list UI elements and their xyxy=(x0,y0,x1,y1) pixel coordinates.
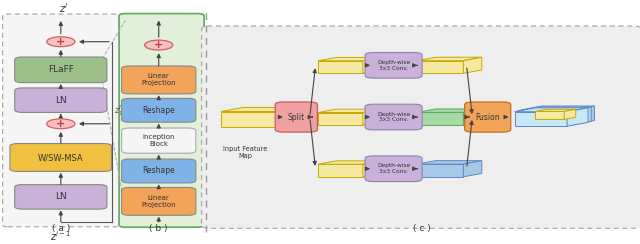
Polygon shape xyxy=(363,161,381,177)
Polygon shape xyxy=(417,57,482,61)
Polygon shape xyxy=(463,161,482,177)
Polygon shape xyxy=(463,57,482,73)
FancyBboxPatch shape xyxy=(15,185,107,209)
Polygon shape xyxy=(221,107,298,112)
FancyBboxPatch shape xyxy=(122,159,196,183)
FancyBboxPatch shape xyxy=(10,143,111,172)
Polygon shape xyxy=(417,164,463,177)
Polygon shape xyxy=(518,111,570,125)
Text: +: + xyxy=(154,40,163,50)
Circle shape xyxy=(47,37,75,47)
Text: ( c ): ( c ) xyxy=(413,224,431,233)
FancyBboxPatch shape xyxy=(119,14,204,227)
Text: LN: LN xyxy=(55,96,67,105)
FancyBboxPatch shape xyxy=(202,26,640,228)
Polygon shape xyxy=(564,109,576,119)
Text: ( a ): ( a ) xyxy=(52,224,70,233)
Polygon shape xyxy=(417,61,463,73)
Polygon shape xyxy=(518,107,591,111)
FancyBboxPatch shape xyxy=(122,128,196,153)
Polygon shape xyxy=(570,107,591,125)
Polygon shape xyxy=(417,109,482,112)
Circle shape xyxy=(145,40,173,50)
Text: FLaFF: FLaFF xyxy=(48,65,74,74)
Polygon shape xyxy=(515,112,567,126)
FancyBboxPatch shape xyxy=(122,98,196,122)
Polygon shape xyxy=(275,107,298,127)
Text: Input Feature
Map: Input Feature Map xyxy=(223,146,268,159)
Polygon shape xyxy=(417,112,463,125)
Text: +: + xyxy=(56,37,65,47)
FancyBboxPatch shape xyxy=(365,104,422,130)
Text: Reshape: Reshape xyxy=(142,166,175,175)
Polygon shape xyxy=(463,109,482,125)
Text: $z^l$: $z^l$ xyxy=(60,1,68,15)
Text: LN: LN xyxy=(55,192,67,201)
Polygon shape xyxy=(318,112,363,125)
FancyBboxPatch shape xyxy=(275,102,317,132)
Text: Inception
Block: Inception Block xyxy=(143,134,175,147)
FancyBboxPatch shape xyxy=(15,57,107,83)
FancyBboxPatch shape xyxy=(365,156,422,182)
Polygon shape xyxy=(417,161,482,164)
Text: Depth-wise
3x3 Conv.: Depth-wise 3x3 Conv. xyxy=(377,60,410,71)
Text: Fusion: Fusion xyxy=(476,112,500,122)
Text: ( b ): ( b ) xyxy=(150,224,168,233)
Polygon shape xyxy=(567,108,588,126)
Polygon shape xyxy=(318,109,381,112)
Circle shape xyxy=(47,119,75,129)
FancyBboxPatch shape xyxy=(3,14,123,227)
Polygon shape xyxy=(573,106,595,124)
Polygon shape xyxy=(363,109,381,125)
Text: Linear
Projection: Linear Projection xyxy=(141,195,176,208)
Polygon shape xyxy=(515,108,588,112)
Text: Linear
Projection: Linear Projection xyxy=(141,73,176,86)
FancyBboxPatch shape xyxy=(465,102,511,132)
Text: Reshape: Reshape xyxy=(142,106,175,115)
Text: W/SW-MSA: W/SW-MSA xyxy=(38,153,84,162)
Text: Depth-wise
3x3 Conv.: Depth-wise 3x3 Conv. xyxy=(377,163,410,174)
Polygon shape xyxy=(221,112,275,127)
Text: +: + xyxy=(56,119,65,129)
Polygon shape xyxy=(318,164,363,177)
Polygon shape xyxy=(521,110,573,124)
Polygon shape xyxy=(535,112,564,119)
Text: Split: Split xyxy=(288,112,305,122)
Text: $z^{l-1}$: $z^{l-1}$ xyxy=(50,229,72,243)
Polygon shape xyxy=(535,109,576,112)
Polygon shape xyxy=(318,161,381,164)
FancyBboxPatch shape xyxy=(365,52,422,78)
Polygon shape xyxy=(318,57,381,61)
FancyBboxPatch shape xyxy=(122,187,196,215)
Text: $z_1^l$: $z_1^l$ xyxy=(114,103,124,118)
Text: Depth-wise
3x3 Conv.: Depth-wise 3x3 Conv. xyxy=(377,112,410,122)
Polygon shape xyxy=(318,61,363,73)
FancyBboxPatch shape xyxy=(122,66,196,94)
Polygon shape xyxy=(363,57,381,73)
FancyBboxPatch shape xyxy=(15,88,107,112)
Polygon shape xyxy=(521,106,595,110)
